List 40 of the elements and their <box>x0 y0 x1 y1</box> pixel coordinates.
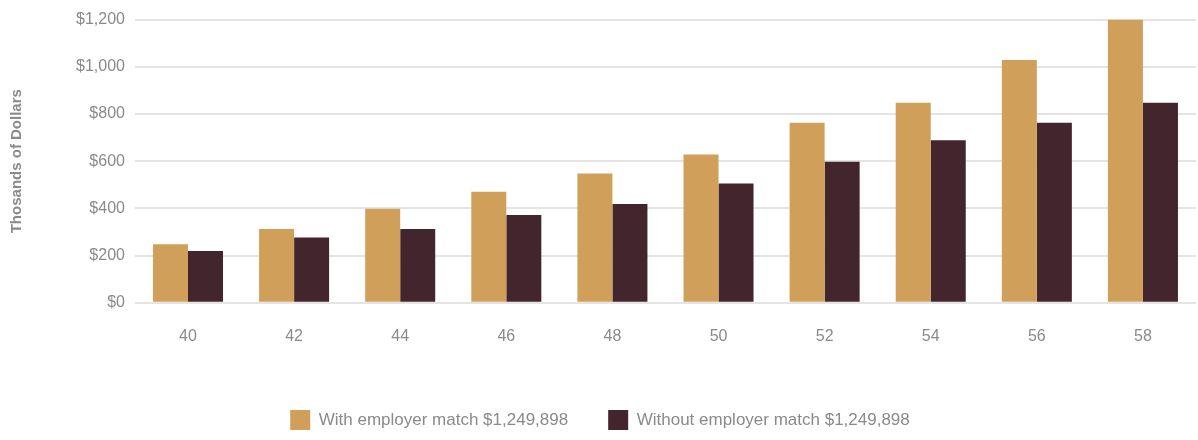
legend-label: With employer match $1,249,898 <box>318 409 569 429</box>
legend-label: Without employer match $1,249,898 <box>636 409 910 429</box>
y-tick-label: $400 <box>89 198 126 216</box>
x-tick-label: 46 <box>497 326 516 344</box>
bar <box>930 140 966 302</box>
bar <box>824 161 860 302</box>
x-tick-label: 52 <box>815 326 834 344</box>
bar <box>1036 122 1072 302</box>
bar <box>789 122 825 302</box>
bar <box>895 102 931 302</box>
bar <box>471 191 507 302</box>
x-tick-label: 58 <box>1134 326 1152 344</box>
bar <box>365 208 401 302</box>
x-tick-label: 54 <box>921 326 940 344</box>
bar <box>577 173 613 302</box>
x-tick-label: 40 <box>179 326 197 344</box>
y-tick-label: $800 <box>89 104 126 122</box>
bar <box>506 215 542 302</box>
x-tick-label: 44 <box>391 326 410 344</box>
y-tick-label: $1,000 <box>76 57 126 75</box>
y-tick-label: $0 <box>107 293 126 311</box>
y-axis-title: Thosands of Dollars <box>7 89 25 234</box>
bar <box>1107 19 1143 302</box>
x-tick-label: 42 <box>285 326 304 344</box>
bar <box>187 250 224 302</box>
x-tick-label: 48 <box>603 326 622 344</box>
x-tick-label: 56 <box>1027 326 1046 344</box>
y-tick-label: $600 <box>89 151 126 169</box>
bar <box>718 183 754 302</box>
bar <box>400 228 436 302</box>
x-tick-label: 50 <box>709 326 728 344</box>
bar <box>294 237 330 302</box>
bar <box>612 203 648 302</box>
bar <box>152 244 188 302</box>
bar <box>259 228 295 302</box>
bar <box>1001 59 1037 302</box>
bar <box>683 154 719 302</box>
bar <box>1142 102 1178 302</box>
y-tick-label: $200 <box>89 246 126 264</box>
y-tick-label: $1,200 <box>76 10 126 28</box>
